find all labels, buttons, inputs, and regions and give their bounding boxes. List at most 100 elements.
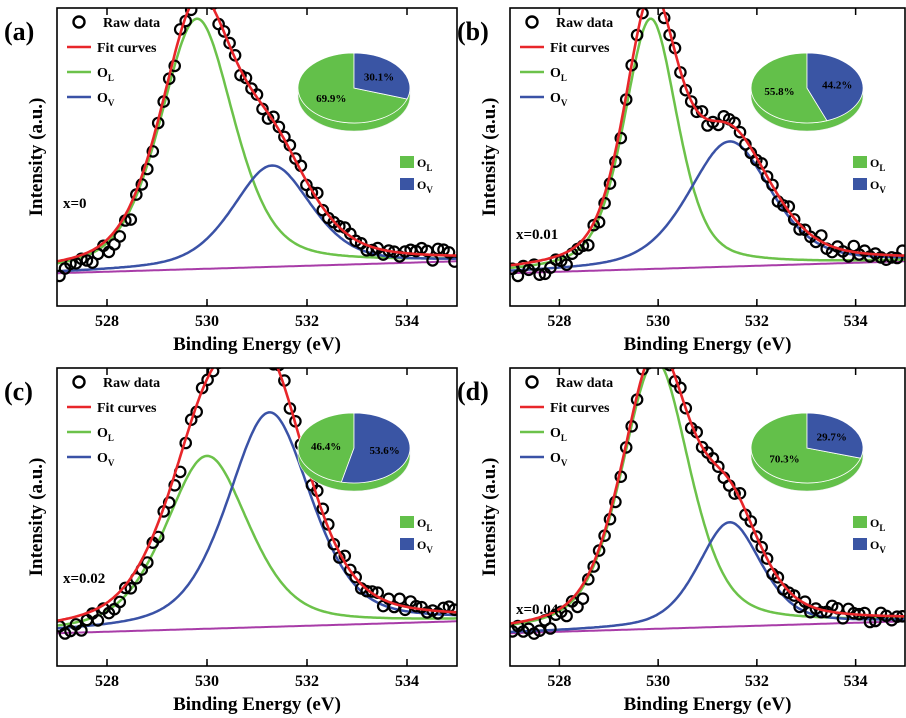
raw-data-point bbox=[766, 178, 779, 192]
chart-panel-4: 528 530 532 534 Binding Energy (eV) Intensity… bbox=[457, 367, 906, 715]
pie-slice-ov bbox=[340, 412, 411, 484]
sample-label: x=0.04 bbox=[516, 602, 559, 618]
raw-data-point bbox=[365, 585, 379, 598]
panel-letter: (d) bbox=[457, 377, 489, 406]
pie-legend-ov-swatch bbox=[853, 178, 867, 190]
raw-data-point bbox=[787, 213, 801, 226]
raw-data-point bbox=[787, 589, 801, 602]
raw-data-point bbox=[858, 606, 871, 620]
raw-data-point bbox=[679, 401, 693, 415]
legend-ol-label: OL bbox=[97, 66, 114, 83]
legend-raw-label: Raw data bbox=[103, 376, 160, 391]
raw-data-point bbox=[527, 258, 541, 271]
x-tick-label: 534 bbox=[395, 673, 419, 690]
fit-curve bbox=[57, 368, 457, 622]
raw-data-point bbox=[141, 556, 154, 569]
x-axis-title: Binding Energy (eV) bbox=[173, 334, 341, 355]
ov-curve bbox=[510, 521, 905, 634]
x-tick-label: 530 bbox=[646, 313, 670, 330]
raw-data-point bbox=[332, 219, 346, 233]
chart-panel-2: 528 530 532 534 Binding Energy (eV) Intensity… bbox=[457, 0, 906, 355]
raw-data-point bbox=[544, 622, 557, 635]
x-tick-label: 532 bbox=[295, 313, 319, 330]
raw-data-point bbox=[305, 186, 319, 199]
curves bbox=[510, 368, 905, 640]
pie-slice-ov bbox=[806, 52, 864, 122]
x-axis-title: Binding Energy (eV) bbox=[173, 694, 341, 715]
raw-data-point bbox=[654, 0, 664, 2]
raw-data-point bbox=[636, 8, 649, 20]
ol-curve bbox=[57, 454, 457, 627]
raw-data-point bbox=[711, 118, 725, 132]
raw-data-point bbox=[576, 592, 590, 605]
raw-data-point bbox=[409, 599, 423, 613]
legend-raw-marker bbox=[525, 375, 539, 389]
raw-data-point bbox=[511, 269, 525, 283]
plot-frame bbox=[509, 7, 906, 307]
pie-slice-ol bbox=[297, 412, 355, 483]
pie-legend: OL OV bbox=[853, 156, 886, 195]
pie-legend-ov-label: OV bbox=[870, 538, 886, 555]
pie-legend-ol-label: OL bbox=[417, 516, 432, 533]
chart-panel-1: 528 530 532 534 Binding Energy (eV) Intensity… bbox=[4, 7, 458, 355]
legend-raw-marker bbox=[525, 15, 539, 29]
raw-data-point bbox=[744, 515, 758, 528]
raw-data-point bbox=[684, 95, 698, 108]
pie-legend-ov-label: OV bbox=[417, 178, 433, 195]
raw-data-point bbox=[162, 496, 176, 509]
pie-slice-ol bbox=[297, 52, 408, 124]
raw-data-point bbox=[863, 615, 877, 629]
curves bbox=[57, 8, 457, 283]
raw-data-point bbox=[206, 368, 220, 378]
raw-data-point bbox=[760, 552, 774, 565]
raw-data-point bbox=[113, 230, 127, 243]
x-tick-label: 530 bbox=[646, 673, 670, 690]
curves bbox=[57, 368, 457, 640]
raw-data-point bbox=[124, 213, 138, 226]
legend-ov-label: OV bbox=[97, 451, 115, 468]
x-tick-label: 532 bbox=[295, 673, 319, 690]
panel-letter: (b) bbox=[457, 17, 489, 46]
raw-data-point bbox=[643, 368, 653, 370]
legend: Raw data Fit curves OL OV bbox=[67, 15, 160, 108]
baseline-curve bbox=[57, 260, 457, 275]
legend: Raw data Fit curves OL OV bbox=[520, 15, 613, 108]
pie-label-ol: 55.8% bbox=[764, 86, 794, 98]
raw-data-point bbox=[365, 243, 379, 257]
raw-data-point bbox=[648, 0, 658, 2]
y-axis-title: Intensity (a.u.) bbox=[479, 458, 500, 577]
pie-legend: OL OV bbox=[400, 156, 433, 195]
fit-curve bbox=[510, 368, 905, 625]
x-axis-title: Binding Energy (eV) bbox=[624, 334, 792, 355]
baseline-curve bbox=[57, 620, 457, 635]
pie-chart: 55.8% 44.2% bbox=[750, 52, 864, 132]
curves bbox=[510, 0, 905, 283]
sample-label: x=0 bbox=[63, 196, 87, 212]
raw-data-point bbox=[113, 595, 127, 609]
raw-data-point bbox=[141, 162, 154, 176]
pie-legend: OL OV bbox=[400, 516, 433, 555]
raw-data-point bbox=[80, 254, 94, 267]
fit-curve bbox=[57, 8, 457, 263]
pie-legend-ol-swatch bbox=[400, 516, 414, 528]
legend-raw-marker bbox=[72, 375, 86, 389]
sample-label: x=0.01 bbox=[516, 227, 558, 243]
raw-data-point bbox=[184, 8, 198, 17]
pie-slice-ov bbox=[353, 52, 411, 100]
pie-label-ov: 30.1% bbox=[364, 72, 394, 84]
plot-frame bbox=[509, 367, 906, 667]
raw-data-point bbox=[609, 495, 622, 509]
x-tick-label: 530 bbox=[195, 313, 219, 330]
raw-data-point bbox=[614, 131, 628, 145]
pie-legend-ov-swatch bbox=[400, 538, 414, 550]
raw-data-point bbox=[448, 603, 457, 616]
pie-chart: 69.9% 30.1% bbox=[297, 52, 411, 132]
legend-fit-label: Fit curves bbox=[97, 41, 157, 56]
pie-legend-ov-label: OV bbox=[870, 178, 886, 195]
raw-data-point bbox=[711, 460, 725, 473]
raw-data-point bbox=[560, 258, 573, 271]
raw-data-point bbox=[119, 581, 132, 595]
pie-legend-ol-label: OL bbox=[417, 156, 432, 173]
pie-chart: 46.4% 53.6% bbox=[297, 412, 411, 492]
